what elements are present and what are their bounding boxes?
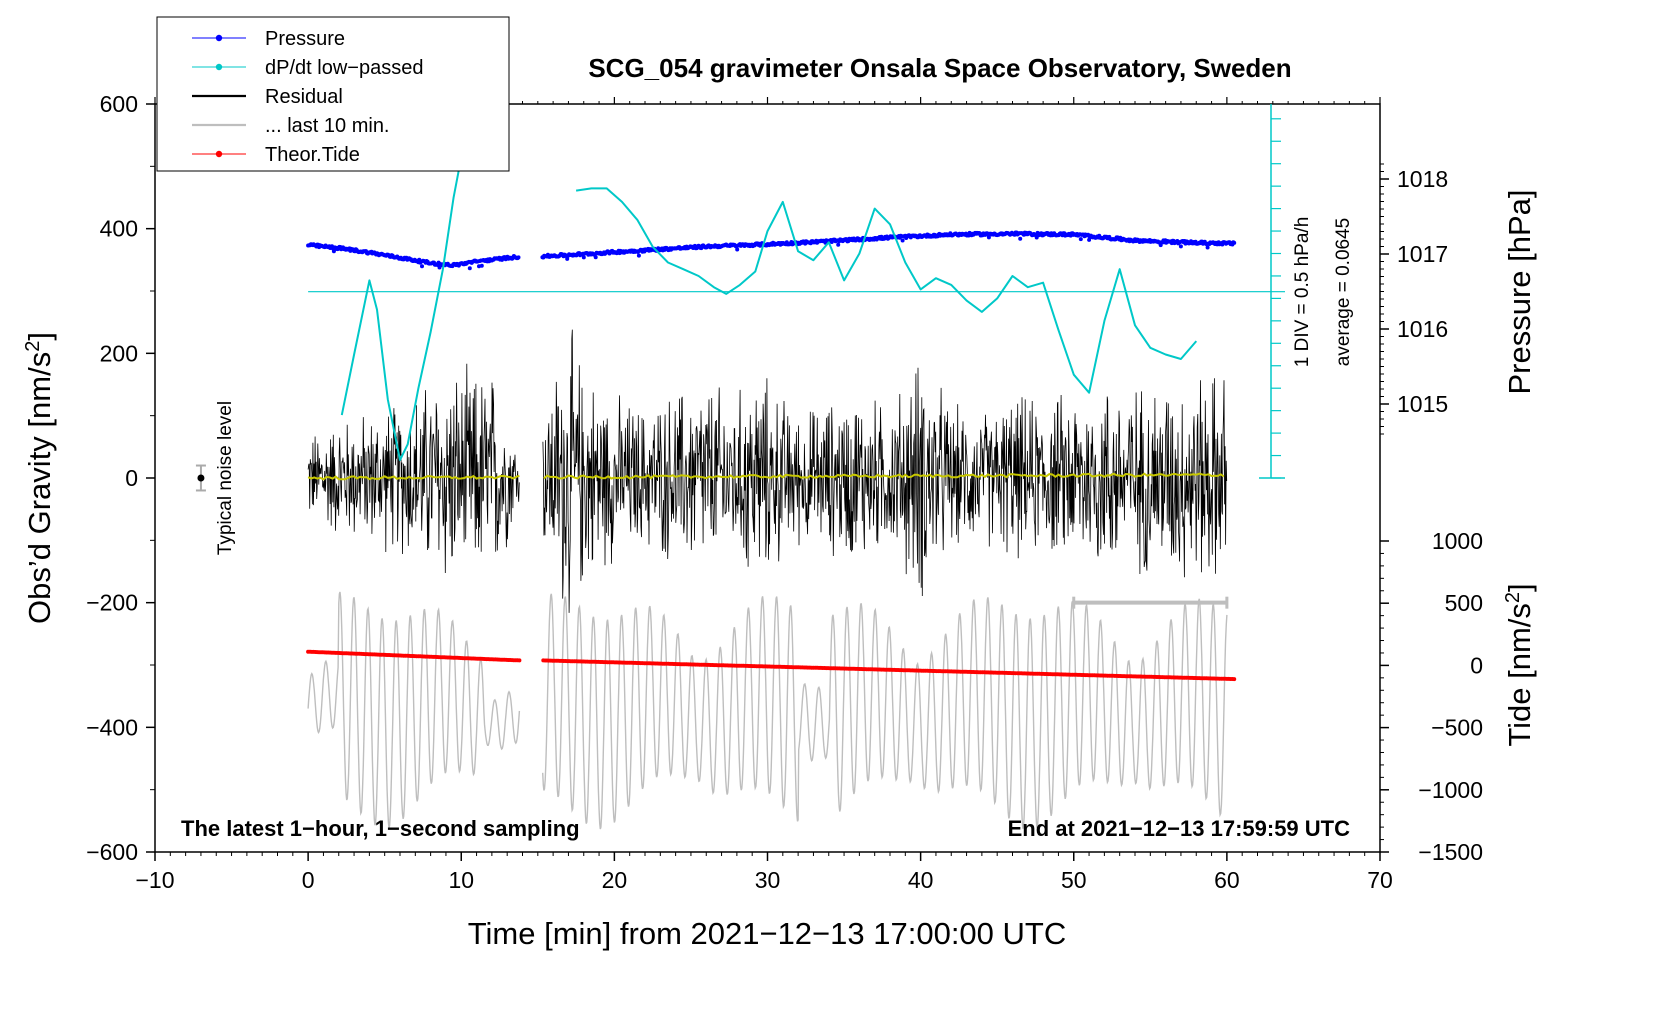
pressure-point — [1178, 244, 1183, 249]
pressure-point — [735, 247, 740, 252]
legend-label: Residual — [265, 86, 343, 108]
pressure-tick-label: 1016 — [1397, 316, 1448, 342]
chart-title: SCG_054 gravimeter Onsala Space Observat… — [588, 53, 1291, 83]
annotation-latest-hour: The latest 1−hour, 1−second sampling — [181, 816, 580, 841]
pressure-tick-label: 1017 — [1397, 241, 1448, 267]
residual-trace — [307, 329, 1228, 613]
x-tick-label: 40 — [908, 867, 934, 893]
annotation-end-time: End at 2021−12−13 17:59:59 UTC — [1008, 816, 1351, 841]
pressure-tick-label: 1018 — [1397, 166, 1448, 192]
x-tick-label: 10 — [448, 867, 474, 893]
x-tick-label: 20 — [602, 867, 628, 893]
noise-level-point — [197, 474, 205, 482]
pressure-point — [986, 235, 991, 240]
legend-label: dP/dt low−passed — [265, 57, 423, 79]
y-left-tick-label: 400 — [100, 216, 138, 242]
pressure-point — [1018, 236, 1023, 241]
pressure-point — [516, 255, 521, 260]
pressure-point — [593, 255, 598, 260]
legend-marker — [215, 34, 223, 42]
pressure-point — [581, 255, 586, 260]
pressure-point — [836, 242, 841, 247]
x-axis-title: Time [min] from 2021−12−13 17:00:00 UTC — [468, 916, 1067, 951]
tide-tick-label: 500 — [1445, 590, 1483, 616]
y-left-tick-label: −400 — [86, 714, 138, 740]
tide-tick-label: −500 — [1431, 715, 1483, 741]
pressure-point — [420, 264, 424, 269]
tick-labels: −10 0 10 20 30 40 50 60 70 600 400 200 0 −200 −400 −600… — [86, 91, 1483, 893]
pressure-point — [479, 263, 484, 268]
x-tick-label: 60 — [1214, 867, 1240, 893]
tide-tick-label: −1500 — [1418, 839, 1483, 865]
tide-tick-label: 0 — [1470, 652, 1483, 678]
pressure-point — [1205, 245, 1210, 250]
y-left-tick-label: 600 — [100, 91, 138, 117]
x-tick-label: 50 — [1061, 867, 1087, 893]
legend-label: ... last 10 min. — [265, 115, 390, 137]
legend-marker — [215, 150, 223, 158]
dpdt-average-label: average = 0.0645 — [1333, 218, 1354, 366]
tide-tick-label: −1000 — [1418, 777, 1483, 803]
pressure-point — [565, 256, 570, 261]
legend: Pressure dP/dt low−passed Residual ... last… — [156, 16, 510, 172]
pressure-point — [467, 266, 472, 271]
pressure-point — [1078, 237, 1083, 242]
pressure-point — [900, 238, 905, 243]
y-axis-left-title: Obs’d Gravity [nm/s2] — [22, 332, 57, 624]
x-tick-label: 30 — [755, 867, 781, 893]
tide-point — [1232, 677, 1237, 682]
x-tick-label: 70 — [1367, 867, 1393, 893]
pressure-point — [636, 253, 641, 258]
y-axis-pressure-title: Pressure [hPa] — [1502, 189, 1537, 394]
smoothed-residual-trace — [307, 472, 1225, 481]
data-layer — [195, 104, 1285, 830]
tide-point — [517, 658, 522, 663]
legend-label: Pressure — [265, 28, 345, 50]
pressure-tick-label: 1015 — [1397, 391, 1448, 417]
y-axis-tide-title: Tide [nm/s2] — [1502, 583, 1537, 746]
pressure-point — [1232, 240, 1237, 245]
legend-marker — [215, 63, 223, 71]
legend-label: Theor.Tide — [265, 144, 360, 166]
y-left-tick-label: −600 — [86, 839, 138, 865]
legend-box — [156, 16, 510, 172]
x-tick-label: 0 — [302, 867, 315, 893]
y-left-tick-label: 0 — [125, 465, 138, 491]
y-left-tick-label: −200 — [86, 590, 138, 616]
tide-tick-label: 1000 — [1432, 528, 1483, 554]
dpdt-scale-label: 1 DIV = 0.5 hPa/h — [1292, 217, 1313, 368]
x-tick-label: −10 — [135, 867, 174, 893]
last-10-min-trace — [307, 591, 1228, 830]
noise-level-label: Typical noise level — [215, 401, 236, 555]
y-left-tick-label: 200 — [100, 340, 138, 366]
